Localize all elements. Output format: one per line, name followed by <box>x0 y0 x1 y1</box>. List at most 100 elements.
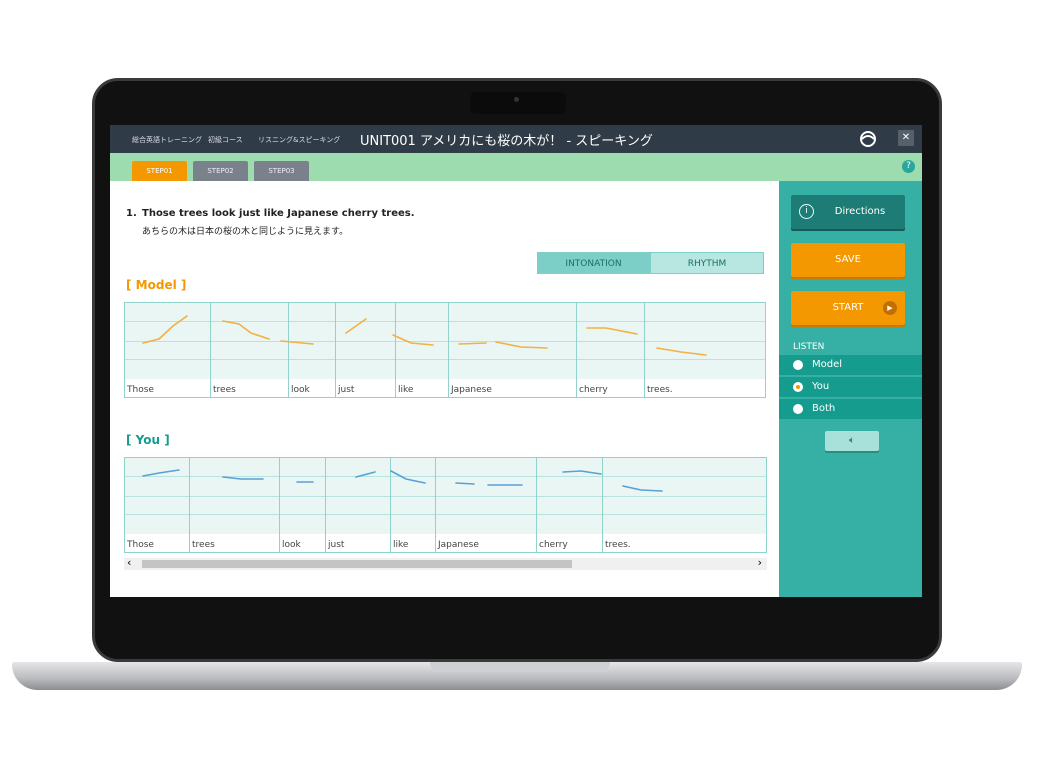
grid-line <box>125 496 766 497</box>
tab-step01[interactable]: STEP01 <box>132 161 187 181</box>
listen-option-you[interactable]: You <box>779 377 922 397</box>
word-label: Japanese <box>438 540 479 550</box>
word-cell: look <box>288 303 335 397</box>
tab-intonation[interactable]: INTONATION <box>537 252 650 274</box>
pitch-curve <box>455 482 475 485</box>
pitch-curve <box>222 320 270 340</box>
tab-step03[interactable]: STEP03 <box>254 161 309 181</box>
play-icon: ▶ <box>883 301 897 315</box>
question-english: Those trees look just like Japanese cher… <box>142 208 415 219</box>
pitch-curve <box>142 469 180 477</box>
pitch-curve <box>586 327 638 335</box>
word-label: trees. <box>647 385 673 395</box>
radio-model[interactable] <box>793 360 803 370</box>
word-label: Those <box>127 540 154 550</box>
word-label: look <box>282 540 301 550</box>
word-cell: just <box>325 458 390 552</box>
you-intonation-graph: Those trees look just like Japanese cherry tree… <box>124 457 767 553</box>
laptop-hinge-notch <box>430 662 610 672</box>
radio-you[interactable] <box>793 382 803 392</box>
grid-line <box>125 476 766 477</box>
listen-option-both[interactable]: Both <box>779 399 922 419</box>
grid-line <box>125 359 765 360</box>
question-number: 1. <box>126 208 137 219</box>
pitch-curve <box>458 342 487 345</box>
directions-label: Directions <box>834 206 886 217</box>
option-label: You <box>812 381 830 392</box>
word-label: trees. <box>605 540 631 550</box>
word-label: Japanese <box>451 385 492 395</box>
word-label: cherry <box>539 540 568 550</box>
word-cell: look <box>279 458 325 552</box>
camera-icon <box>514 97 519 102</box>
grid-line <box>125 514 766 515</box>
directions-button[interactable]: i Directions <box>791 195 905 229</box>
word-cell: trees. <box>644 303 767 397</box>
word-label-row <box>125 379 765 397</box>
listen-option-model[interactable]: Model <box>779 355 922 375</box>
word-cell: trees <box>189 458 279 552</box>
word-cell: cherry <box>576 303 644 397</box>
listen-label: LISTEN <box>793 342 825 352</box>
pitch-curve <box>562 470 602 475</box>
breadcrumb-course[interactable]: 総合英語トレーニング <box>132 136 202 144</box>
word-label: cherry <box>579 385 608 395</box>
word-label-row <box>125 534 766 552</box>
word-label: like <box>398 385 414 395</box>
radio-both[interactable] <box>793 404 803 414</box>
word-cell: like <box>395 303 448 397</box>
word-cell: like <box>390 458 435 552</box>
tab-rhythm[interactable]: RHYTHM <box>650 252 764 274</box>
model-section-label: [ Model ] <box>126 278 187 292</box>
word-label: trees <box>213 385 236 395</box>
question-japanese: あちらの木は日本の桜の木と同じように見えます。 <box>142 227 349 237</box>
word-label: Those <box>127 385 154 395</box>
save-button[interactable]: SAVE <box>791 243 905 277</box>
word-cell: Japanese <box>448 303 576 397</box>
word-cell: Those <box>125 303 210 397</box>
breadcrumb-level[interactable]: 初級コース <box>208 136 243 144</box>
tab-step02[interactable]: STEP02 <box>193 161 248 181</box>
title-bar: 総合英語トレーニング 初級コース リスニング&スピーキング UNIT001 アメ… <box>110 125 922 153</box>
pitch-curve <box>280 340 314 345</box>
close-button[interactable]: ✕ <box>898 130 914 146</box>
horizontal-scrollbar[interactable]: ‹ › <box>124 556 767 570</box>
pitch-curve <box>392 334 434 346</box>
option-label: Both <box>812 403 836 414</box>
option-label: Model <box>812 359 843 370</box>
camera-notch <box>470 92 566 114</box>
pitch-curve <box>495 341 548 349</box>
pitch-curve <box>345 318 367 334</box>
you-section-label: [ You ] <box>126 433 170 447</box>
sidebar: i Directions SAVE START ▶ LISTEN Model Y… <box>779 181 922 597</box>
scroll-right-icon[interactable]: › <box>757 556 762 569</box>
help-button[interactable]: ? <box>902 160 915 173</box>
step-bar: STEP01 STEP02 STEP03 ? <box>110 153 922 181</box>
word-cell: cherry <box>536 458 602 552</box>
word-label: just <box>328 540 345 550</box>
word-label: look <box>291 385 310 395</box>
app-window: 総合英語トレーニング 初級コース リスニング&スピーキング UNIT001 アメ… <box>110 125 922 597</box>
word-cell: just <box>335 303 395 397</box>
word-cell: Japanese <box>435 458 536 552</box>
grid-line <box>125 341 765 342</box>
page-title: UNIT001 アメリカにも桜の木が！ - スピーキング <box>360 134 653 149</box>
word-label: just <box>338 385 355 395</box>
scroll-left-icon[interactable]: ‹ <box>127 556 132 569</box>
pitch-curve <box>390 470 426 484</box>
scrollbar-thumb[interactable] <box>142 560 572 568</box>
word-cell: Those <box>125 458 189 552</box>
pitch-curve <box>622 485 663 492</box>
grid-line <box>125 321 765 322</box>
word-label: like <box>393 540 409 550</box>
breadcrumb-section[interactable]: リスニング&スピーキング <box>258 136 341 144</box>
word-cell: trees <box>210 303 288 397</box>
speaker-button[interactable]: 🔈︎ <box>825 431 879 451</box>
pitch-curve <box>142 315 188 344</box>
logo-icon <box>860 131 876 147</box>
start-button[interactable]: START ▶ <box>791 291 905 325</box>
start-label: START <box>832 302 864 313</box>
pitch-curve <box>222 476 264 480</box>
pitch-curve <box>355 471 376 478</box>
pitch-curve <box>656 347 707 356</box>
